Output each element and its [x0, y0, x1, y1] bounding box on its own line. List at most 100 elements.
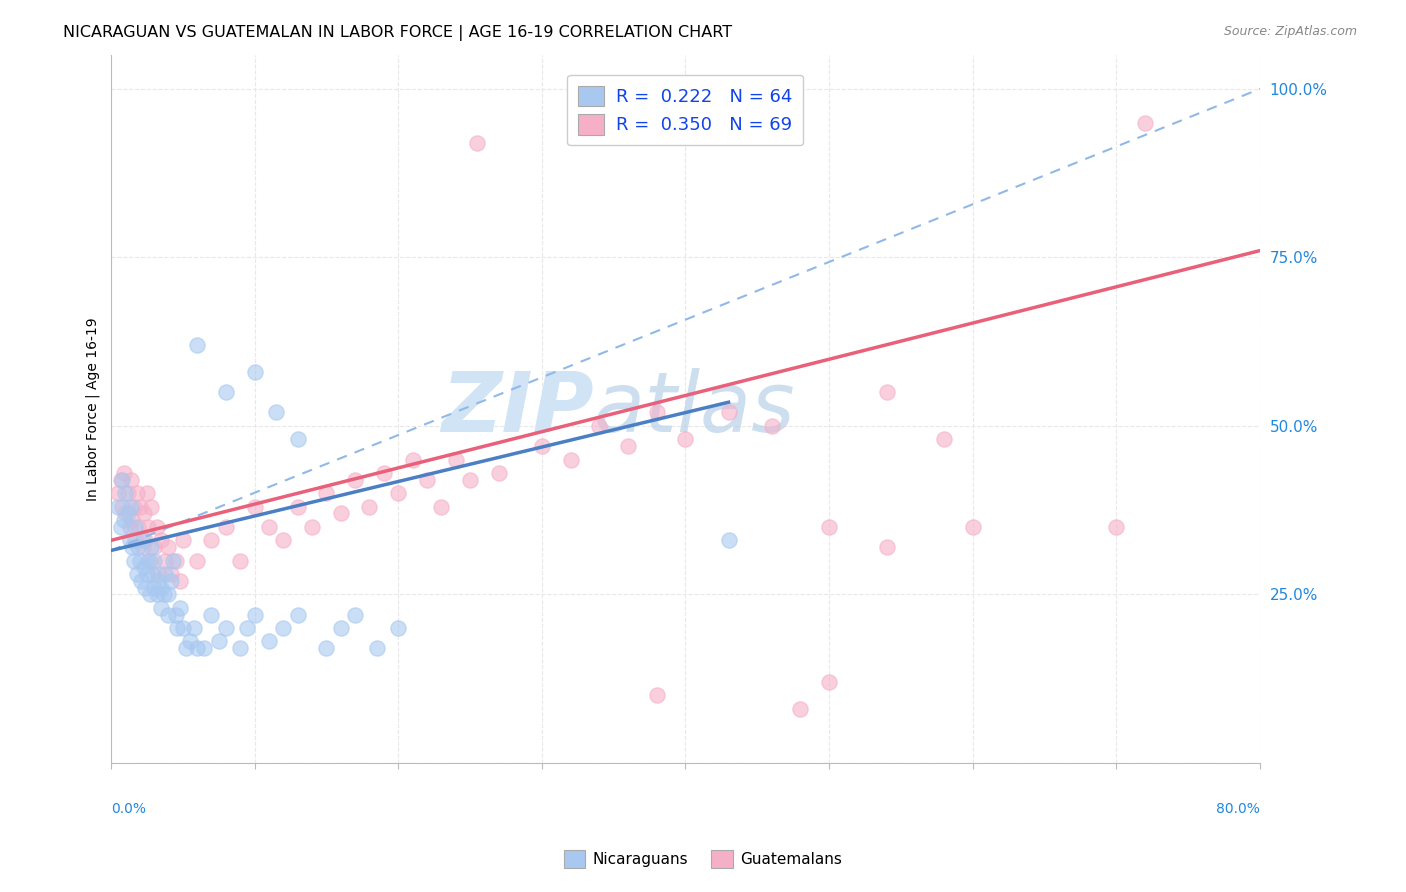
Point — [243, 500, 266, 514]
Point — [329, 507, 352, 521]
Point — [148, 567, 170, 582]
Point — [172, 621, 194, 635]
Point — [215, 385, 238, 400]
Point — [165, 553, 187, 567]
Point — [138, 553, 160, 567]
Point — [387, 621, 409, 635]
Point — [134, 581, 156, 595]
Point — [193, 641, 215, 656]
Point — [444, 452, 467, 467]
Point — [121, 513, 143, 527]
Point — [138, 587, 160, 601]
Point — [876, 540, 898, 554]
Point — [962, 520, 984, 534]
Point — [160, 574, 183, 588]
Point — [818, 674, 841, 689]
Point — [229, 553, 252, 567]
Point — [143, 540, 166, 554]
Point — [131, 540, 153, 554]
Point — [111, 500, 134, 514]
Point — [127, 520, 149, 534]
Point — [125, 567, 148, 582]
Point — [120, 500, 142, 514]
Point — [208, 634, 231, 648]
Point — [264, 405, 287, 419]
Point — [122, 500, 145, 514]
Point — [315, 641, 337, 656]
Point — [215, 520, 238, 534]
Point — [430, 500, 453, 514]
Point — [107, 500, 129, 514]
Point — [117, 507, 139, 521]
Point — [139, 500, 162, 514]
Point — [458, 473, 481, 487]
Point — [150, 600, 173, 615]
Point — [132, 560, 155, 574]
Point — [183, 621, 205, 635]
Point — [761, 418, 783, 433]
Point — [131, 533, 153, 548]
Text: atlas: atlas — [593, 368, 796, 450]
Point — [165, 607, 187, 622]
Point — [818, 520, 841, 534]
Point — [155, 553, 177, 567]
Point — [876, 385, 898, 400]
Point — [169, 574, 191, 588]
Point — [114, 486, 136, 500]
Point — [150, 533, 173, 548]
Point — [530, 439, 553, 453]
Point — [488, 466, 510, 480]
Point — [124, 533, 146, 548]
Point — [588, 418, 610, 433]
Point — [560, 452, 582, 467]
Point — [271, 533, 294, 548]
Point — [172, 533, 194, 548]
Text: Source: ZipAtlas.com: Source: ZipAtlas.com — [1223, 25, 1357, 38]
Point — [148, 574, 170, 588]
Point — [117, 486, 139, 500]
Point — [139, 540, 162, 554]
Point — [143, 581, 166, 595]
Point — [136, 520, 159, 534]
Point — [125, 486, 148, 500]
Point — [111, 473, 134, 487]
Point — [617, 439, 640, 453]
Point — [122, 553, 145, 567]
Point — [160, 567, 183, 582]
Point — [135, 486, 157, 500]
Point — [150, 581, 173, 595]
Point — [257, 520, 280, 534]
Point — [789, 702, 811, 716]
Point — [387, 486, 409, 500]
Text: ZIP: ZIP — [441, 368, 593, 450]
Point — [257, 634, 280, 648]
Point — [717, 405, 740, 419]
Point — [186, 641, 208, 656]
Point — [110, 473, 132, 487]
Y-axis label: In Labor Force | Age 16-19: In Labor Force | Age 16-19 — [86, 318, 100, 500]
Point — [128, 553, 150, 567]
Point — [146, 520, 169, 534]
Point — [229, 641, 252, 656]
Point — [1105, 520, 1128, 534]
Point — [271, 621, 294, 635]
Point — [329, 621, 352, 635]
Point — [162, 553, 184, 567]
Point — [157, 607, 180, 622]
Point — [118, 520, 141, 534]
Point — [366, 641, 388, 656]
Point — [120, 473, 142, 487]
Point — [236, 621, 259, 635]
Point — [287, 607, 309, 622]
Point — [127, 540, 149, 554]
Point — [344, 473, 367, 487]
Point — [169, 600, 191, 615]
Text: 0.0%: 0.0% — [111, 802, 146, 815]
Point — [645, 689, 668, 703]
Point — [174, 641, 197, 656]
Point — [157, 587, 180, 601]
Point — [157, 540, 180, 554]
Point — [186, 338, 208, 352]
Point — [128, 500, 150, 514]
Point — [373, 466, 395, 480]
